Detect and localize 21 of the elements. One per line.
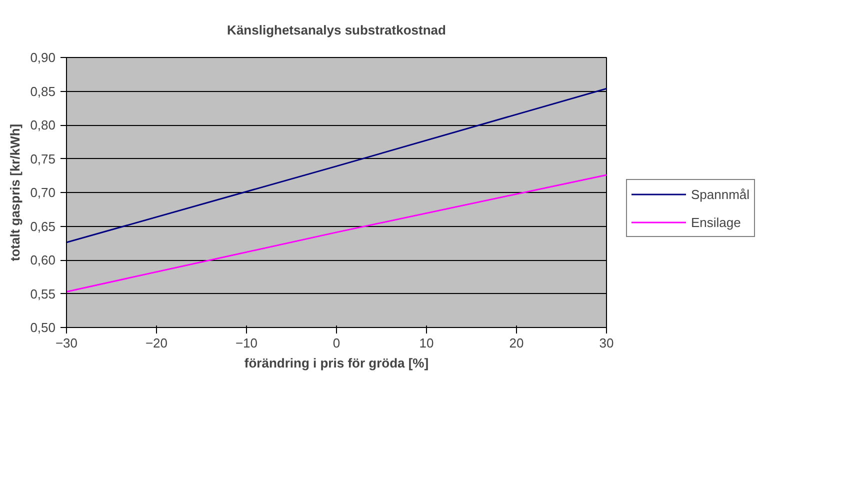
- x-tick-label: 0: [332, 336, 340, 350]
- x-tick-label: −10: [235, 336, 258, 350]
- y-tick-label: 0,50: [30, 320, 56, 335]
- legend-label: Spannmål: [691, 186, 750, 202]
- y-tick-label: 0,80: [30, 118, 56, 132]
- y-axis-title: totalt gaspris [kr/kWh]: [8, 124, 22, 262]
- x-tick-label: 30: [599, 336, 614, 350]
- y-tick-label: 0,85: [30, 84, 56, 99]
- x-tick-label: 20: [509, 336, 524, 350]
- y-tick-label: 0,75: [30, 151, 56, 166]
- y-tick-label: 0,65: [30, 218, 56, 234]
- y-tick-label: 0,90: [30, 50, 56, 65]
- x-tick-label: −30: [55, 336, 78, 350]
- legend-label: Ensilage: [691, 214, 741, 230]
- x-axis-title: förändring i pris för gröda [%]: [244, 356, 429, 370]
- y-tick-label: 0,70: [30, 185, 56, 200]
- x-tick-label: 10: [419, 336, 434, 350]
- x-tick-label: −20: [145, 336, 168, 350]
- y-tick-label: 0,60: [30, 252, 56, 268]
- y-tick-label: 0,55: [30, 286, 56, 302]
- chart-title: Känslighetsanalys substratkostnad: [227, 22, 446, 38]
